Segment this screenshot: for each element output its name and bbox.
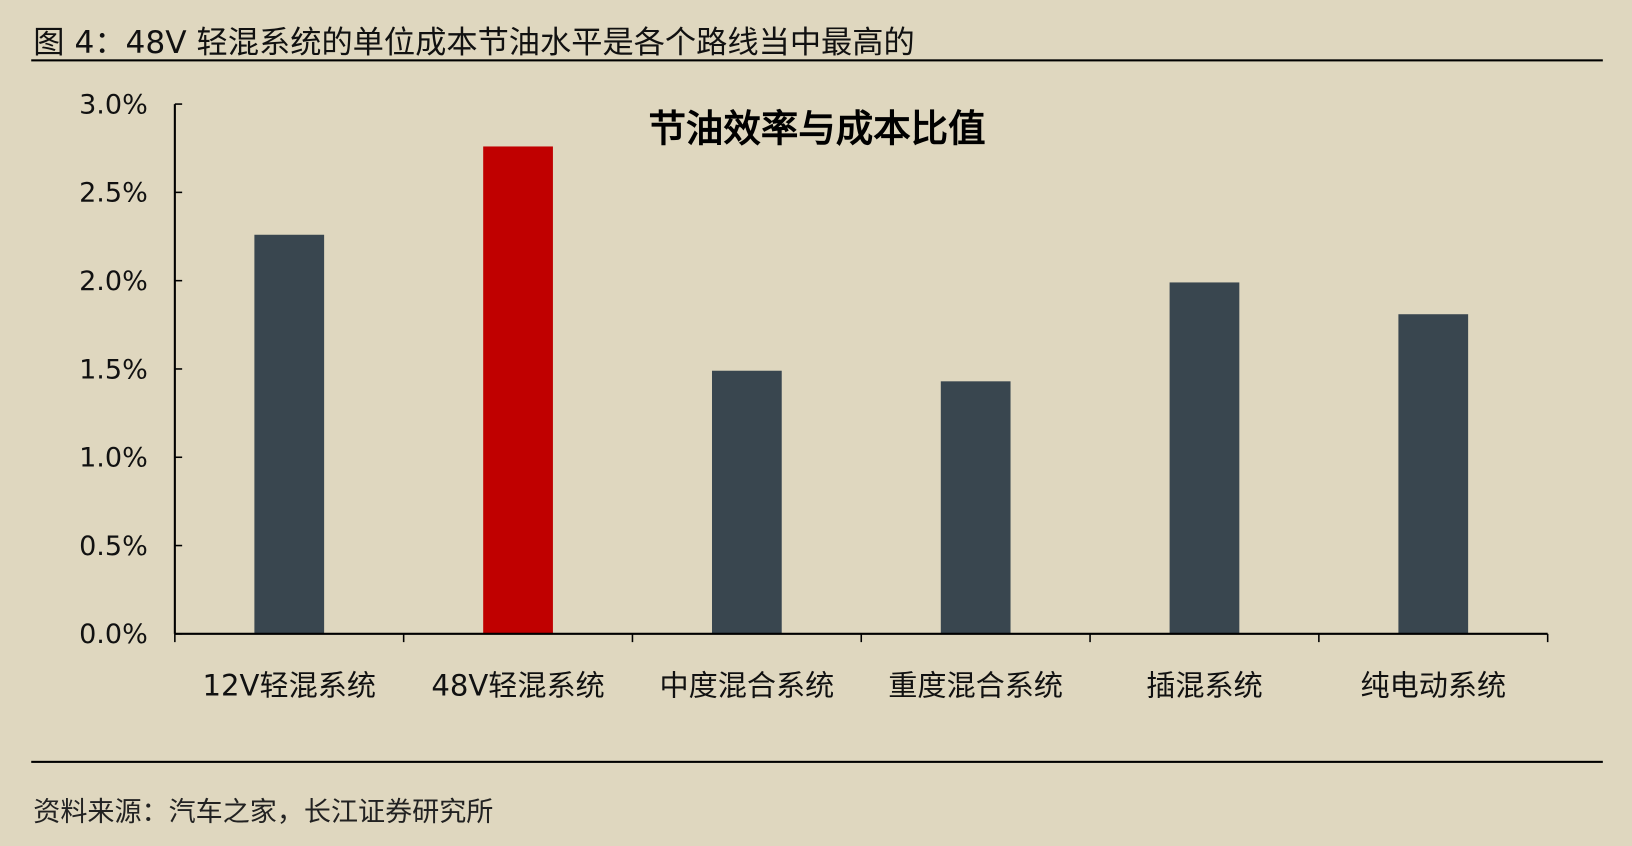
y-tick-label: 1.0%	[79, 443, 148, 474]
x-tick-label: 纯电动系统	[1360, 668, 1506, 702]
y-tick-label: 1.5%	[79, 354, 148, 385]
x-tick-label: 重度混合系统	[888, 668, 1063, 702]
chart-title: 节油效率与成本比值	[648, 107, 985, 151]
y-tick-label: 3.0%	[79, 89, 148, 120]
bar	[1398, 314, 1469, 634]
bottom-rule	[31, 760, 1603, 763]
y-tick-label: 2.5%	[79, 178, 148, 209]
top-rule	[31, 59, 1603, 62]
x-tick-label: 插混系统	[1146, 668, 1262, 702]
bar-chart: 节油效率与成本比值 12V轻混系统 48V轻混系统 中度混合系统 重度混合系统 插混系统…	[79, 89, 1549, 702]
bar	[483, 146, 553, 634]
figure-title: 图 4：48V 轻混系统的单位成本节油水平是各个路线当中最高的	[33, 24, 915, 62]
bar	[254, 234, 325, 634]
bar	[1169, 282, 1240, 634]
x-tick-label: 48V轻混系统	[431, 668, 604, 702]
y-tick-label: 0.5%	[79, 531, 148, 562]
bar	[940, 381, 1011, 634]
bar	[711, 370, 782, 634]
x-tick-label: 12V轻混系统	[203, 668, 376, 702]
source-note: 资料来源：汽车之家，长江证券研究所	[33, 797, 494, 829]
y-tick-label: 0.0%	[79, 619, 148, 650]
y-tick-label: 2.0%	[79, 266, 148, 297]
x-tick-label: 中度混合系统	[659, 668, 834, 702]
